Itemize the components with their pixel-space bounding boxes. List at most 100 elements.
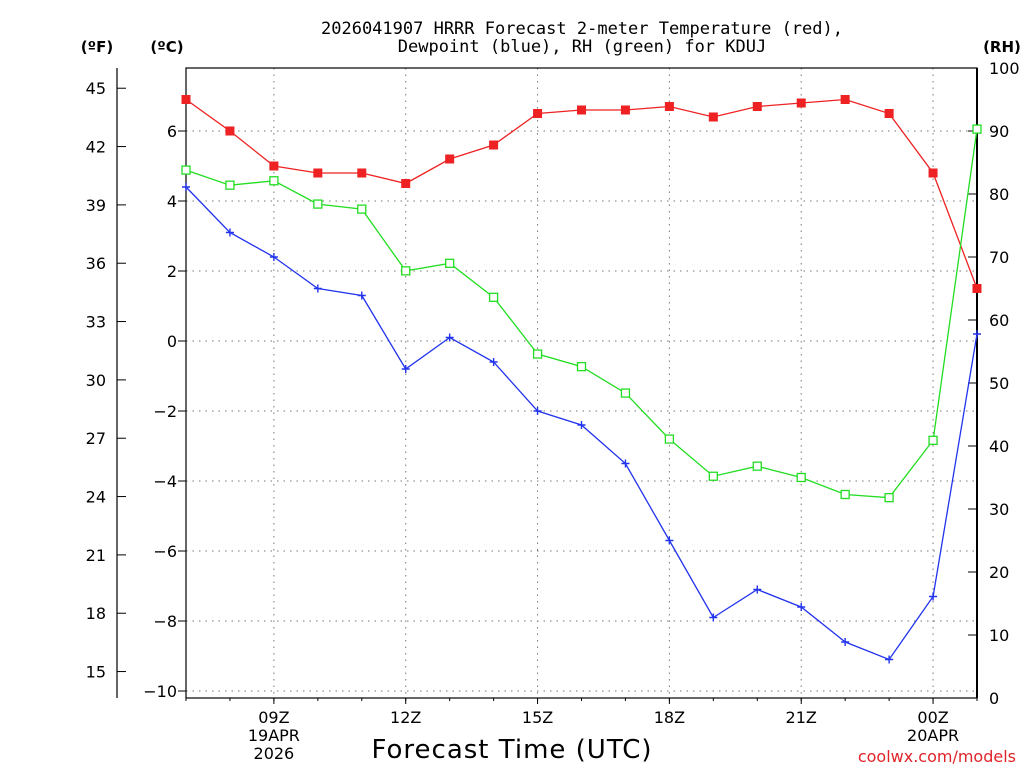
fahrenheit-tick-label: 30 [86, 371, 106, 390]
2-meter-temperature-point [796, 98, 806, 108]
2-meter-temperature-line [185, 98, 978, 289]
fahrenheit-unit-label: (ºF) [81, 38, 113, 56]
rh-tick-label: 10 [989, 626, 1009, 645]
dewpoint-point [885, 655, 894, 664]
dewpoint-point [841, 638, 850, 646]
celsius-unit-label: (ºC) [150, 38, 183, 56]
dewpoint-point [182, 183, 190, 191]
rh-tick-label: 60 [989, 311, 1009, 330]
celsius-tick-label: −2 [153, 402, 177, 421]
gridlines [186, 68, 977, 698]
dewpoint-point [225, 228, 234, 237]
x-axis-title: Forecast Time (UTC) [371, 735, 652, 765]
2-meter-temperature-point [445, 154, 455, 164]
source-credit: coolwx.com/models [858, 747, 1016, 766]
fahrenheit-tick-label: 36 [86, 254, 106, 273]
rh-tick-label: 0 [989, 689, 999, 708]
rh-point [972, 124, 982, 134]
2-meter-temperature-point [928, 168, 938, 178]
rh-point [576, 361, 587, 372]
2-meter-temperature-point [577, 105, 586, 115]
celsius-tick-label: −6 [153, 542, 177, 561]
dewpoint-point [709, 613, 718, 622]
rh-point [620, 388, 631, 398]
2-meter-temperature-point [533, 109, 543, 118]
fahrenheit-tick-label: 45 [86, 79, 106, 98]
x-tick-label: 20APR [907, 726, 959, 745]
2-meter-temperature-point [972, 284, 982, 293]
celsius-tick-label: −10 [143, 682, 177, 701]
rh-tick-label: 100 [989, 59, 1020, 78]
rh-point [840, 489, 850, 500]
rh-point [313, 199, 323, 209]
2-meter-temperature-point [225, 126, 235, 136]
celsius-tick-label: −4 [153, 472, 177, 491]
2-meter-temperature-point [884, 109, 894, 118]
dewpoint-point [621, 459, 630, 468]
x-tick-label: 09Z [258, 708, 289, 727]
dewpoint-point [489, 358, 498, 366]
2-meter-temperature-point [664, 102, 674, 111]
celsius-tick-label: −8 [153, 612, 177, 631]
rh-point [884, 493, 894, 503]
rh-line [185, 129, 978, 499]
fahrenheit-tick-label: 27 [86, 429, 106, 448]
rh-tick-label: 90 [989, 122, 1009, 141]
dewpoint-point [797, 603, 806, 611]
x-tick-label: 21Z [786, 708, 817, 727]
rh-tick-label: 80 [989, 185, 1009, 204]
chart-title-line-2: Dewpoint (blue), RH (green) for KDUJ [398, 37, 766, 57]
rh-point [269, 176, 279, 186]
fahrenheit-tick-label: 24 [86, 488, 106, 507]
2-meter-temperature-point [401, 179, 411, 188]
2-meter-temperature-point [840, 95, 850, 104]
rh-point [225, 180, 235, 190]
fahrenheit-tick-label: 42 [86, 138, 106, 157]
x-tick-label: 00Z [917, 708, 948, 727]
dewpoint-point [929, 592, 938, 601]
data-series [181, 95, 982, 664]
rh-point [181, 165, 191, 175]
fahrenheit-tick-label: 33 [86, 313, 106, 332]
2-meter-temperature-point [489, 140, 499, 150]
fahrenheit-tick-label: 15 [86, 663, 106, 682]
rh-unit-label: (RH) [983, 38, 1021, 56]
rh-point [488, 292, 499, 302]
2-meter-temperature-point [313, 168, 323, 178]
rh-point [928, 435, 938, 445]
fahrenheit-tick-label: 21 [86, 546, 106, 565]
dewpoint-point [269, 253, 278, 261]
rh-point [708, 471, 718, 481]
rh-point [401, 266, 411, 276]
dewpoint-point [533, 407, 542, 415]
2-meter-temperature-point [269, 161, 279, 171]
2-meter-temperature-point [752, 102, 762, 111]
rh-point [664, 434, 675, 444]
dewpoint-point [753, 585, 762, 594]
dewpoint-point [401, 365, 410, 373]
x-tick-label: 2026 [254, 744, 295, 763]
rh-tick-label: 70 [989, 248, 1009, 267]
dewpoint-point [665, 536, 674, 545]
2-meter-temperature-point [357, 168, 367, 178]
x-tick-label: 15Z [522, 708, 553, 727]
x-tick-label: 18Z [654, 708, 685, 727]
plot-frame [185, 67, 978, 699]
2-meter-temperature-point [181, 95, 191, 104]
dewpoint-point [577, 421, 586, 429]
rh-point [357, 204, 367, 214]
rh-tick-label: 50 [989, 374, 1009, 393]
x-tick-label: 12Z [390, 708, 421, 727]
celsius-tick-label: 2 [167, 262, 177, 281]
rh-tick-label: 20 [989, 563, 1009, 582]
celsius-tick-label: 6 [167, 122, 177, 141]
dewpoint-point [973, 330, 981, 338]
dewpoint-point [357, 291, 366, 300]
fahrenheit-tick-label: 39 [86, 196, 106, 215]
2-meter-temperature-point [708, 112, 718, 122]
rh-tick-label: 30 [989, 500, 1009, 519]
celsius-tick-label: 0 [167, 332, 177, 351]
rh-point [532, 349, 543, 359]
rh-tick-label: 40 [989, 437, 1009, 456]
